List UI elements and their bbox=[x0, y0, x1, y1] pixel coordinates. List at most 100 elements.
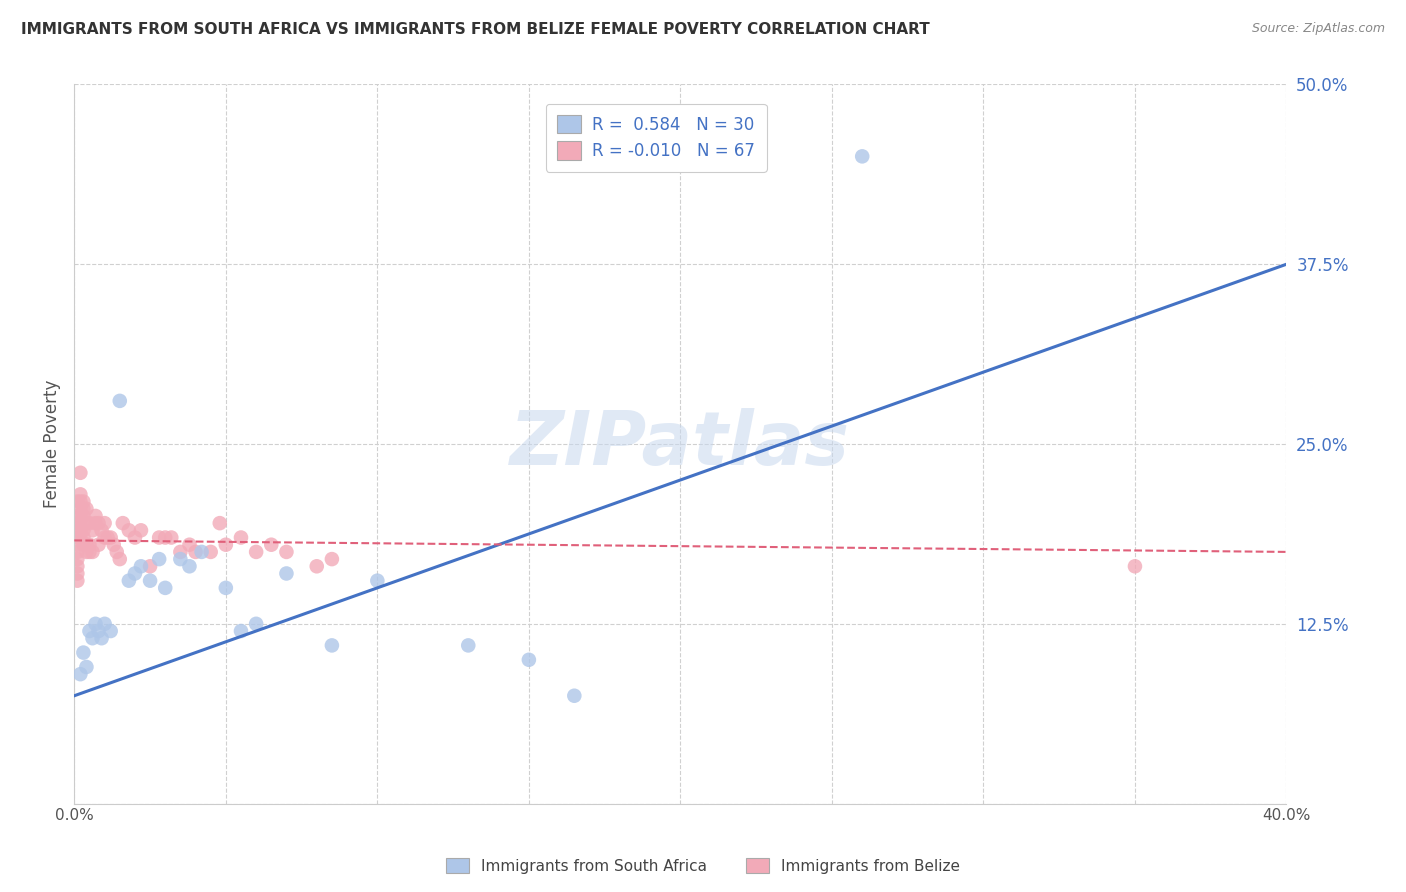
Point bbox=[75, 516, 97, 530]
Point bbox=[66, 559, 89, 574]
Point bbox=[215, 538, 238, 552]
Point bbox=[260, 538, 283, 552]
Legend: R =  0.584   N = 30, R = -0.010   N = 67: R = 0.584 N = 30, R = -0.010 N = 67 bbox=[546, 103, 766, 172]
Point bbox=[87, 538, 110, 552]
Point bbox=[108, 552, 131, 566]
Point bbox=[148, 531, 170, 545]
Y-axis label: Female Poverty: Female Poverty bbox=[44, 380, 60, 508]
Point bbox=[66, 494, 89, 508]
Point bbox=[72, 494, 94, 508]
Point bbox=[118, 524, 141, 538]
Point bbox=[69, 494, 91, 508]
Point bbox=[229, 624, 252, 638]
Point bbox=[69, 501, 91, 516]
Point bbox=[82, 524, 104, 538]
Point bbox=[155, 581, 177, 595]
Point bbox=[66, 566, 89, 581]
Point bbox=[160, 531, 183, 545]
Point bbox=[562, 689, 585, 703]
Point bbox=[69, 524, 91, 538]
Point bbox=[321, 639, 343, 653]
Point bbox=[72, 501, 94, 516]
Point bbox=[84, 508, 107, 523]
Point bbox=[245, 616, 267, 631]
Point bbox=[245, 545, 267, 559]
Point bbox=[90, 524, 112, 538]
Point bbox=[190, 545, 212, 559]
Point bbox=[82, 631, 104, 645]
Point bbox=[69, 487, 91, 501]
Point bbox=[169, 552, 191, 566]
Point bbox=[75, 538, 97, 552]
Point bbox=[75, 660, 97, 674]
Point bbox=[66, 538, 89, 552]
Point bbox=[97, 531, 120, 545]
Point bbox=[124, 566, 146, 581]
Point bbox=[200, 545, 222, 559]
Point bbox=[87, 624, 110, 638]
Point bbox=[208, 516, 231, 530]
Text: Source: ZipAtlas.com: Source: ZipAtlas.com bbox=[1251, 22, 1385, 36]
Point bbox=[179, 538, 201, 552]
Point bbox=[69, 466, 91, 480]
Point bbox=[139, 574, 162, 588]
Point bbox=[276, 566, 298, 581]
Point bbox=[69, 516, 91, 530]
Point bbox=[72, 538, 94, 552]
Point bbox=[75, 545, 97, 559]
Point bbox=[105, 545, 128, 559]
Point bbox=[179, 559, 201, 574]
Point bbox=[229, 531, 252, 545]
Point bbox=[93, 531, 115, 545]
Point bbox=[69, 508, 91, 523]
Point bbox=[100, 531, 122, 545]
Point bbox=[1123, 559, 1146, 574]
Point bbox=[93, 616, 115, 631]
Point bbox=[851, 149, 873, 163]
Point bbox=[93, 516, 115, 530]
Point bbox=[79, 545, 101, 559]
Point bbox=[118, 574, 141, 588]
Point bbox=[82, 545, 104, 559]
Point bbox=[72, 531, 94, 545]
Point bbox=[276, 545, 298, 559]
Point bbox=[66, 524, 89, 538]
Point bbox=[66, 508, 89, 523]
Point bbox=[79, 624, 101, 638]
Point bbox=[87, 516, 110, 530]
Point bbox=[84, 616, 107, 631]
Point bbox=[66, 545, 89, 559]
Point bbox=[169, 545, 191, 559]
Point bbox=[66, 531, 89, 545]
Point bbox=[155, 531, 177, 545]
Point bbox=[184, 545, 207, 559]
Point bbox=[103, 538, 125, 552]
Point bbox=[66, 574, 89, 588]
Text: IMMIGRANTS FROM SOUTH AFRICA VS IMMIGRANTS FROM BELIZE FEMALE POVERTY CORRELATIO: IMMIGRANTS FROM SOUTH AFRICA VS IMMIGRAN… bbox=[21, 22, 929, 37]
Point bbox=[90, 631, 112, 645]
Point bbox=[366, 574, 388, 588]
Point bbox=[457, 639, 479, 653]
Point bbox=[124, 531, 146, 545]
Point bbox=[79, 538, 101, 552]
Point bbox=[305, 559, 328, 574]
Point bbox=[139, 559, 162, 574]
Point bbox=[129, 524, 152, 538]
Point bbox=[72, 524, 94, 538]
Point bbox=[215, 581, 238, 595]
Point bbox=[321, 552, 343, 566]
Point bbox=[517, 653, 540, 667]
Point bbox=[148, 552, 170, 566]
Point bbox=[100, 624, 122, 638]
Point bbox=[111, 516, 134, 530]
Point bbox=[66, 516, 89, 530]
Legend: Immigrants from South Africa, Immigrants from Belize: Immigrants from South Africa, Immigrants… bbox=[440, 852, 966, 880]
Point bbox=[69, 531, 91, 545]
Text: ZIPatlas: ZIPatlas bbox=[510, 408, 851, 481]
Point bbox=[108, 393, 131, 408]
Point bbox=[69, 667, 91, 681]
Point bbox=[66, 552, 89, 566]
Point bbox=[72, 646, 94, 660]
Point bbox=[72, 508, 94, 523]
Point bbox=[84, 516, 107, 530]
